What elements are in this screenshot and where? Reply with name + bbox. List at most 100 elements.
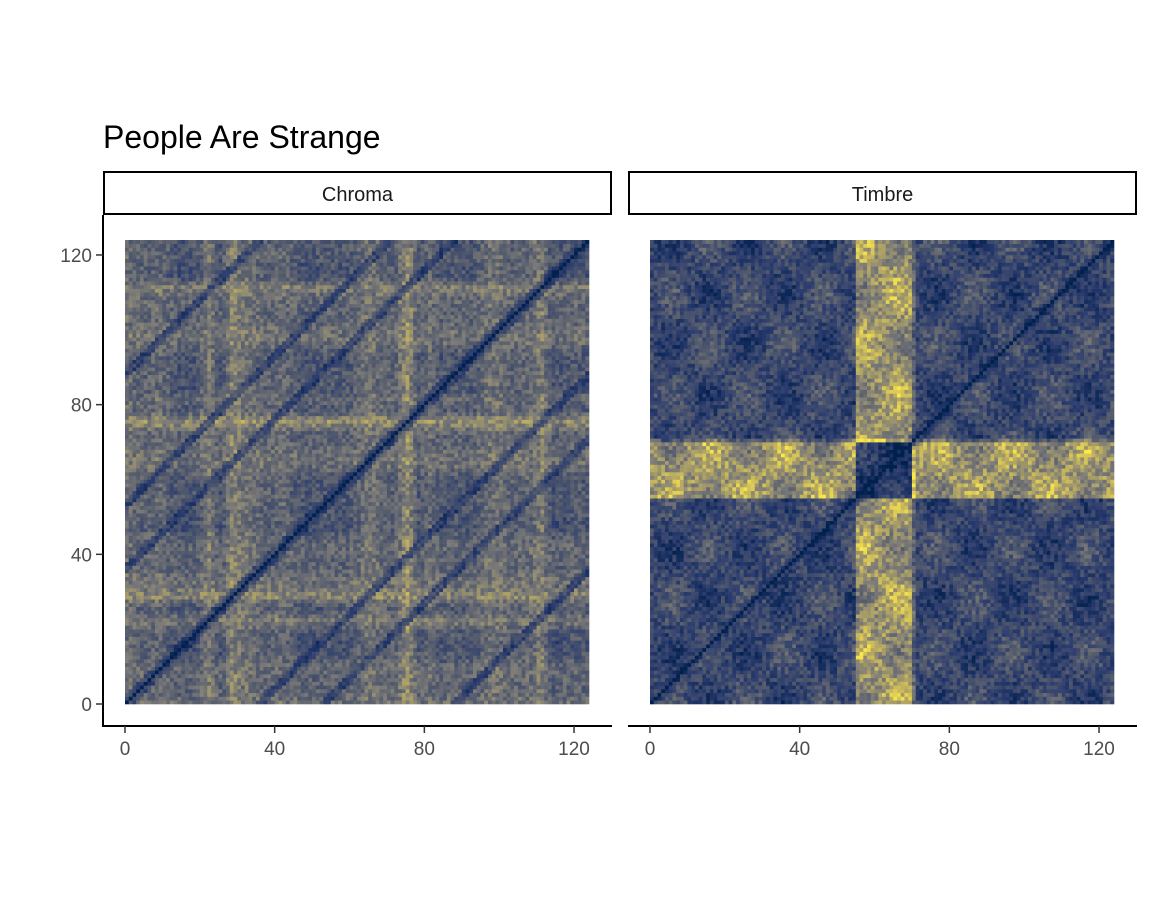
heatmap-cell — [189, 363, 193, 367]
heatmap-cell — [252, 371, 256, 375]
heatmap-cell — [241, 274, 245, 278]
heatmap-cell — [136, 697, 140, 701]
heatmap-cell — [267, 307, 271, 311]
heatmap-cell — [237, 281, 241, 285]
heatmap-cell — [174, 640, 178, 644]
heatmap-cell — [189, 300, 193, 304]
heatmap-cell — [222, 311, 226, 315]
heatmap-cell — [177, 625, 181, 629]
heatmap-cell — [260, 457, 264, 461]
heatmap-cell — [211, 274, 215, 278]
heatmap-cell — [140, 431, 144, 435]
heatmap-cell — [140, 450, 144, 454]
heatmap-cell — [219, 539, 223, 543]
heatmap-cell — [200, 487, 204, 491]
heatmap-cell — [248, 476, 252, 480]
heatmap-cell — [144, 554, 148, 558]
heatmap-cell — [155, 539, 159, 543]
heatmap-cell — [155, 371, 159, 375]
heatmap-cell — [151, 281, 155, 285]
heatmap-cell — [185, 337, 189, 341]
heatmap-cell — [166, 595, 170, 599]
heatmap-cell — [263, 483, 267, 487]
heatmap-cell — [177, 438, 181, 442]
heatmap-cell — [234, 446, 238, 450]
heatmap-cell — [177, 322, 181, 326]
heatmap-cell — [129, 513, 133, 517]
heatmap-cell — [204, 476, 208, 480]
heatmap-cell — [125, 356, 129, 360]
heatmap-cell — [140, 652, 144, 656]
heatmap-cell — [155, 599, 159, 603]
heatmap-cell — [140, 648, 144, 652]
heatmap-cell — [125, 637, 129, 641]
heatmap-cell — [204, 247, 208, 251]
heatmap-cell — [185, 476, 189, 480]
heatmap-cell — [215, 543, 219, 547]
heatmap-cell — [162, 352, 166, 356]
heatmap-cell — [219, 266, 223, 270]
heatmap-cell — [151, 337, 155, 341]
heatmap-cell — [263, 543, 267, 547]
heatmap-cell — [181, 322, 185, 326]
heatmap-cell — [245, 558, 249, 562]
heatmap-cell — [263, 693, 267, 697]
heatmap-cell — [200, 296, 204, 300]
heatmap-cell — [181, 539, 185, 543]
heatmap-cell — [151, 502, 155, 506]
heatmap-cell — [234, 551, 238, 555]
heatmap-cell — [144, 595, 148, 599]
heatmap-cell — [144, 289, 148, 293]
heatmap-cell — [207, 397, 211, 401]
heatmap-cell — [166, 640, 170, 644]
heatmap-cell — [151, 330, 155, 334]
heatmap-cell — [132, 629, 136, 633]
heatmap-cell — [129, 558, 133, 562]
heatmap-cell — [226, 274, 230, 278]
heatmap-cell — [162, 281, 166, 285]
heatmap-cell — [200, 367, 204, 371]
heatmap-cell — [166, 244, 170, 248]
heatmap-cell — [136, 607, 140, 611]
heatmap-cell — [237, 682, 241, 686]
heatmap-cell — [132, 416, 136, 420]
heatmap-cell — [144, 349, 148, 353]
heatmap-cell — [237, 240, 241, 244]
heatmap-cell — [170, 412, 174, 416]
heatmap-cell — [159, 334, 163, 338]
heatmap-cell — [189, 427, 193, 431]
heatmap-cell — [174, 476, 178, 480]
heatmap-cell — [230, 637, 234, 641]
heatmap-cell — [234, 285, 238, 289]
heatmap-cell — [132, 562, 136, 566]
heatmap-cell — [204, 446, 208, 450]
heatmap-cell — [215, 334, 219, 338]
heatmap-cell — [185, 547, 189, 551]
heatmap-cell — [204, 547, 208, 551]
heatmap-cell — [245, 472, 249, 476]
heatmap-cell — [174, 244, 178, 248]
heatmap-cell — [144, 655, 148, 659]
heatmap-cell — [222, 491, 226, 495]
heatmap-cell — [162, 637, 166, 641]
heatmap-cell — [147, 479, 151, 483]
heatmap-cell — [267, 487, 271, 491]
heatmap-cell — [181, 682, 185, 686]
heatmap-cell — [234, 521, 238, 525]
heatmap-cell — [219, 562, 223, 566]
heatmap-cell — [174, 247, 178, 251]
heatmap-cell — [166, 319, 170, 323]
heatmap-cell — [241, 539, 245, 543]
heatmap-cell — [166, 345, 170, 349]
heatmap-cell — [132, 491, 136, 495]
heatmap-cell — [151, 700, 155, 704]
heatmap-cell — [245, 457, 249, 461]
heatmap-cell — [226, 697, 230, 701]
heatmap-cell — [177, 491, 181, 495]
heatmap-cell — [211, 610, 215, 614]
heatmap-cell — [162, 304, 166, 308]
heatmap-cell — [263, 289, 267, 293]
heatmap-cell — [230, 592, 234, 596]
heatmap-cell — [222, 689, 226, 693]
heatmap-cell — [271, 453, 275, 457]
